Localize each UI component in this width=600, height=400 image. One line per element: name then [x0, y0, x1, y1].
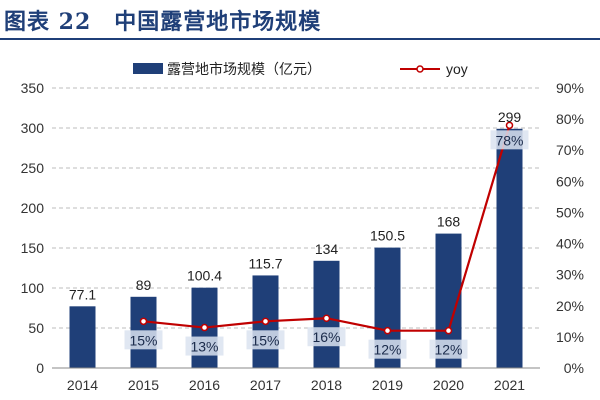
y-right-tick-label: 20%	[556, 298, 584, 314]
bar-value-label: 134	[315, 241, 339, 257]
x-tick-label: 2018	[311, 377, 342, 393]
bar-value-label: 115.7	[249, 255, 283, 271]
yoy-value-label: 13%	[190, 339, 218, 355]
bar-value-label: 100.4	[187, 268, 222, 284]
bar	[69, 306, 96, 368]
bar-value-label: 168	[437, 214, 461, 230]
y-left-tick-label: 50	[28, 320, 44, 336]
y-right-tick-label: 10%	[556, 329, 584, 345]
yoy-line-series	[139, 121, 514, 335]
yoy-point	[383, 326, 392, 335]
x-tick-label: 2021	[494, 377, 525, 393]
yoy-label-box	[124, 330, 163, 350]
x-tick-label: 2014	[67, 377, 98, 393]
y-left-tick-label: 100	[21, 280, 45, 296]
y-right-tick-label: 80%	[556, 111, 584, 127]
y-left-tick-label: 150	[21, 240, 45, 256]
legend-line-label: yoy	[446, 61, 468, 77]
x-tick-label: 2016	[189, 377, 220, 393]
yoy-label-box	[246, 330, 285, 350]
yoy-point	[261, 317, 270, 326]
figure-title: 图表 22 中国露营地市场规模	[4, 9, 322, 35]
yoy-point	[505, 121, 514, 130]
x-tick-label: 2015	[128, 377, 159, 393]
legend-line-marker	[416, 65, 424, 73]
bar-value-label: 299	[498, 109, 522, 125]
figure-header: 图表 22 中国露营地市场规模	[0, 0, 600, 40]
y-right-tick-label: 0%	[564, 360, 584, 376]
title-underline	[0, 38, 600, 40]
y-right-tick-label: 30%	[556, 267, 584, 283]
bar	[313, 260, 340, 368]
x-tick-label: 2019	[372, 377, 403, 393]
bar-value-label: 150.5	[370, 228, 405, 244]
x-tick-label: 2020	[433, 377, 464, 393]
y-left-tick-label: 0	[36, 360, 44, 376]
bar-value-label: 89	[136, 277, 152, 293]
gridlines	[52, 87, 540, 329]
yoy-label-box	[307, 327, 346, 347]
yoy-point	[139, 317, 148, 326]
y-left-tick-label: 200	[21, 200, 45, 216]
yoy-label-box	[490, 130, 529, 150]
yoy-value-label: 78%	[495, 132, 523, 148]
legend: 露营地市场规模（亿元） yoy	[133, 61, 468, 77]
x-tick-label: 2017	[250, 377, 281, 393]
y-left-tick-label: 250	[21, 160, 45, 176]
yoy-label-box	[368, 339, 407, 359]
y-right-tick-label: 70%	[556, 142, 584, 158]
yoy-point	[200, 323, 209, 332]
y-left-tick-label: 300	[21, 120, 45, 136]
yoy-point	[322, 314, 331, 322]
yoy-label-box	[429, 339, 468, 359]
yoy-value-label: 12%	[434, 342, 462, 358]
yoy-value-label: 15%	[251, 332, 279, 348]
data-labels: 77.1 89 100.4 115.7 134 150.5 168 299 15% 13% 15% 1…	[69, 109, 529, 359]
yoy-value-label: 15%	[129, 332, 157, 348]
axes: 0 50 100 150 200 250 300 350 0% 10% 20% 30% 40% 50% 60…	[21, 80, 584, 393]
y-right-tick-label: 50%	[556, 204, 584, 220]
y-right-tick-label: 90%	[556, 80, 584, 96]
legend-bar-swatch	[133, 63, 163, 74]
y-right-tick-label: 40%	[556, 236, 584, 252]
yoy-label-box	[185, 336, 224, 356]
y-right-tick-label: 60%	[556, 173, 584, 189]
legend-bar-label: 露营地市场规模（亿元）	[167, 61, 321, 77]
yoy-point	[444, 326, 453, 335]
bar-value-label: 77.1	[69, 286, 96, 302]
bar	[496, 128, 523, 368]
yoy-value-label: 12%	[373, 342, 401, 358]
yoy-value-label: 16%	[312, 329, 340, 345]
y-left-tick-label: 350	[21, 80, 45, 96]
